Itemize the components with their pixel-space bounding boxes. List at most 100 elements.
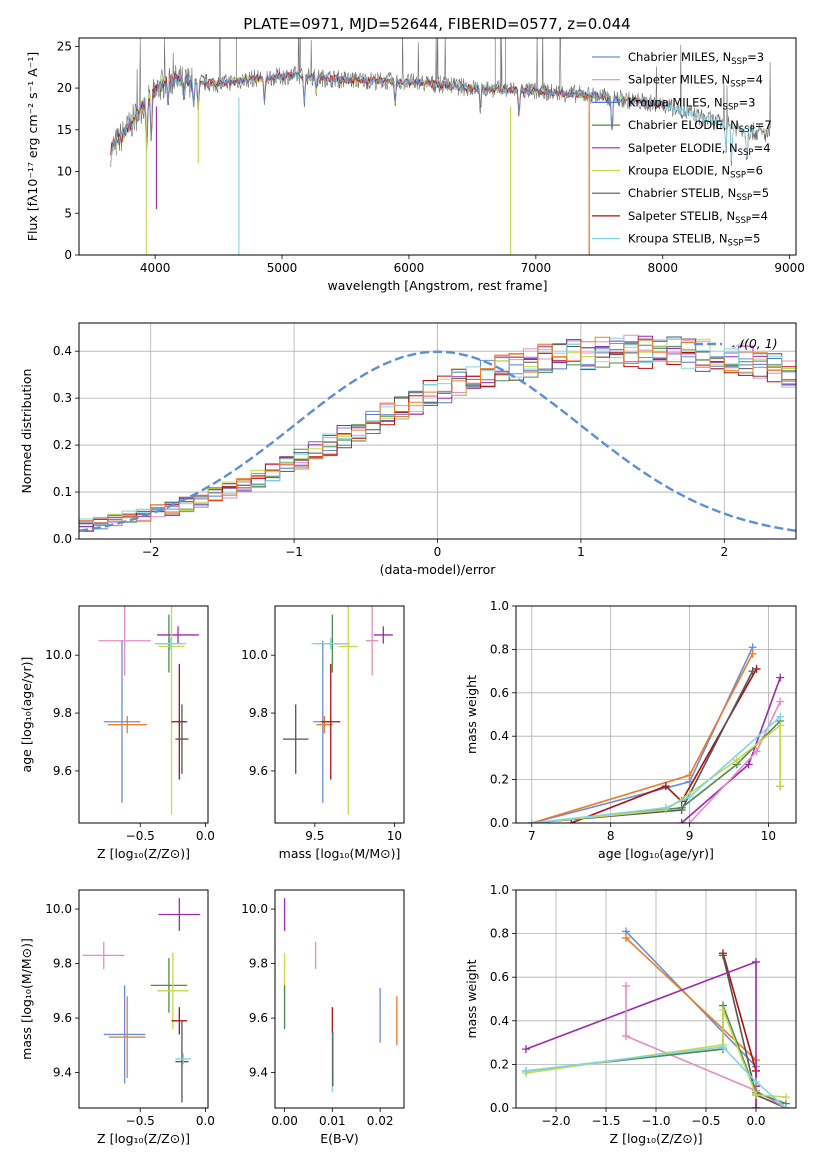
weight_vs_Z-axes: −2.0 −1.5 −1.0 −0.5 0.0 0.0 0.2 0.4 0.6 0.8 1.0 Z […	[464, 883, 797, 1146]
y-tick-label: 0.4	[490, 1014, 509, 1028]
weight_vs_age-ylabel: mass weight	[464, 675, 479, 754]
errorbar-point	[158, 898, 201, 931]
x-tick-label: 1	[577, 545, 585, 559]
legend-entry: Salpeter MILES, NSSP=4	[628, 73, 763, 90]
x-tick-label: 9	[686, 829, 694, 843]
legend-entry: Chabrier MILES, NSSP=3	[628, 50, 764, 67]
y-tick-label: 10.0	[45, 648, 72, 662]
x-tick-label: 6000	[394, 261, 425, 275]
y-tick-label: 0.0	[490, 1101, 509, 1115]
errorbar-point	[158, 606, 185, 815]
weight-marker	[748, 667, 757, 676]
y-tick-label: 0.0	[53, 532, 72, 546]
residuals-xlabel: (data-model)/error	[380, 562, 497, 577]
y-tick-label: 0.4	[490, 729, 509, 743]
y-tick-label: 0.8	[490, 927, 509, 941]
x-tick-label: 0	[434, 545, 442, 559]
hist-series-orange	[79, 336, 796, 527]
weight-marker	[752, 747, 761, 756]
weight-series-salpeter_stelib	[570, 668, 758, 823]
spectrum-legend: Chabrier MILES, NSSP=3 Salpeter MILES, NS…	[592, 50, 772, 249]
y-tick-label: 10.0	[241, 902, 268, 916]
weight-series-chabrier_stelib	[531, 670, 754, 823]
errorbar-point	[171, 663, 188, 780]
y-tick-label: 9.8	[249, 706, 268, 720]
y-tick-label: 0.2	[490, 773, 509, 787]
y-tick-label: 9.6	[249, 1011, 268, 1025]
x-tick-label: −0.5	[126, 829, 155, 843]
spectrum-xlabel: wavelength [Angstrom, rest frame]	[327, 278, 547, 293]
weight-series-salpeter_elodie	[525, 960, 757, 1108]
axes-frame	[515, 605, 797, 824]
x-tick-label: 0.00	[271, 1114, 298, 1128]
x-tick-label: 5000	[267, 261, 298, 275]
y-tick-label: 9.6	[53, 1011, 72, 1025]
weight-marker	[748, 649, 757, 658]
hist-series-kroupa_stelib	[79, 337, 796, 525]
weight-marker	[776, 782, 785, 791]
y-tick-label: 9.8	[249, 957, 268, 971]
y-tick-label: 15	[57, 123, 72, 137]
y-tick-label: 0	[64, 248, 72, 262]
x-tick-label: −1	[285, 545, 303, 559]
x-tick-label: 4000	[140, 261, 171, 275]
weight-marker	[622, 981, 630, 990]
errorbar-point	[157, 626, 199, 644]
axes-frame	[78, 605, 209, 824]
legend-entry: Chabrier ELODIE, NSSP=7	[628, 118, 772, 135]
errorbar-point	[150, 958, 188, 1013]
y-tick-label: 9.8	[53, 706, 72, 720]
y-tick-label: 0.3	[53, 391, 72, 405]
legend-entry: 𝒩(0, 1)	[732, 336, 778, 351]
errorbar-point	[103, 640, 141, 803]
weight-marker	[527, 819, 536, 823]
axes-frame	[274, 605, 405, 824]
errorbar-point	[321, 663, 341, 780]
legend-entry: Chabrier STELIB, NSSP=5	[628, 186, 769, 203]
y-tick-label: 1.0	[490, 599, 509, 613]
errorbar-point	[316, 715, 333, 734]
y-tick-label: 0.1	[53, 485, 72, 499]
residuals-axes: −2 −1 0 1 2 0.0 0.1 0.2 0.3 0.4 (data-model)/error…	[19, 322, 797, 577]
hist-series-kroupa_elodie	[79, 338, 796, 532]
axes-frame	[78, 322, 797, 540]
mass_vs_ebv-plot-area	[283, 898, 398, 1092]
weight-marker	[752, 1104, 760, 1108]
spectrum-plot-area	[110, 38, 771, 255]
age_vs_Z-ylabel: age [log₁₀(age/yr)]	[19, 657, 34, 773]
y-tick-label: 0.2	[53, 438, 72, 452]
weight_vs_age-plot-area	[527, 643, 785, 823]
weight-series-salpeter_elodie	[681, 677, 781, 823]
residuals-ylabel: Normed distribution	[19, 369, 34, 494]
gaussian-curve	[79, 350, 796, 532]
x-tick-label: −1.5	[591, 1114, 620, 1128]
weight-marker	[752, 1077, 760, 1086]
weight_vs_age-xlabel: age [log₁₀(age/yr)]	[598, 846, 714, 861]
age_vs_mass-plot-area	[282, 606, 393, 815]
weight-marker	[677, 803, 686, 812]
y-tick-label: 1.0	[490, 883, 509, 897]
y-tick-label: 0.6	[490, 686, 509, 700]
x-tick-label: 0.02	[367, 1114, 394, 1128]
x-tick-label: 0.0	[196, 1114, 215, 1128]
y-tick-label: 9.4	[53, 1066, 72, 1080]
weight-marker	[782, 1093, 790, 1102]
errorbar-point	[107, 715, 147, 734]
errorbar-point	[338, 606, 358, 815]
mass_vs_Z-plot-area	[82, 898, 201, 1103]
errorbar-point	[98, 606, 151, 676]
y-tick-label: 0.4	[53, 344, 72, 358]
spectrum-line-chabrier_miles	[110, 71, 664, 152]
errorbar-point	[154, 637, 186, 650]
age_vs_Z-xlabel: Z [log₁₀(Z/Z⊙)]	[97, 846, 190, 861]
residuals-plot-area	[79, 334, 796, 532]
hist-series-chabrier_stelib	[79, 336, 796, 526]
weight-marker	[776, 721, 785, 730]
mass_vs_ebv-xlabel: E(B-V)	[320, 1131, 359, 1146]
x-tick-label: 10	[761, 829, 776, 843]
weight-marker	[685, 792, 694, 801]
legend-entry: Salpeter ELODIE, NSSP=4	[628, 141, 771, 158]
weight-series-chabrier_miles	[625, 930, 757, 1108]
mass_vs_Z-axes: −0.5 0.0 9.4 9.6 9.8 10.0 Z [log₁₀(Z/Z⊙)] mass …	[19, 889, 215, 1146]
weight-series-salpeter_miles	[625, 985, 787, 1108]
